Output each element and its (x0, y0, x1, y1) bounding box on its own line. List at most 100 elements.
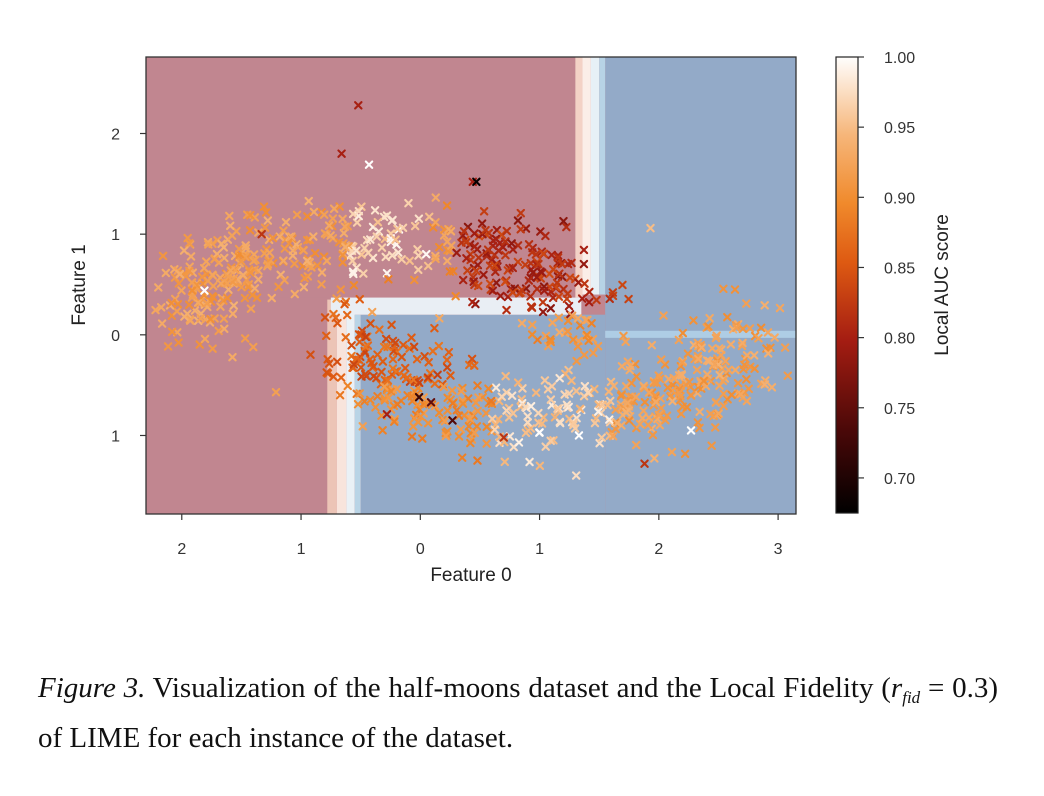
data-point (584, 336, 593, 345)
data-point (543, 385, 553, 394)
data-point (156, 303, 166, 312)
data-point (466, 438, 475, 448)
data-point (414, 214, 424, 223)
data-point (246, 268, 255, 277)
region-band-7 (354, 314, 361, 514)
x-tick-label: 2 (177, 541, 186, 558)
data-point (399, 340, 408, 350)
data-point (546, 436, 555, 446)
data-point (783, 371, 793, 380)
colorbar-tick-label: 0.85 (884, 260, 915, 277)
data-point (219, 243, 228, 252)
data-point (267, 293, 276, 303)
data-point (299, 282, 309, 292)
data-point (377, 243, 387, 252)
data-point (486, 396, 496, 406)
data-point (348, 256, 357, 266)
data-point (477, 219, 487, 228)
data-point (647, 340, 657, 350)
data-point (541, 231, 550, 241)
data-point (358, 422, 367, 431)
data-point (373, 217, 383, 227)
data-point (488, 286, 498, 295)
data-point (719, 284, 728, 294)
data-point (501, 250, 510, 260)
data-point (723, 312, 732, 322)
data-point (575, 404, 585, 414)
data-point (454, 432, 464, 441)
data-point (749, 351, 759, 360)
data-point (775, 303, 785, 313)
y-axis-title: Feature 1 (69, 244, 90, 325)
data-point (336, 285, 346, 294)
data-point (719, 389, 728, 399)
data-point (338, 250, 347, 260)
data-point (593, 341, 603, 351)
data-point (605, 415, 614, 424)
data-point (349, 269, 358, 279)
data-point (608, 288, 618, 297)
data-point (704, 356, 714, 366)
data-point (342, 310, 352, 320)
data-point (503, 266, 513, 275)
data-point (338, 214, 347, 224)
data-point (384, 275, 393, 284)
data-point (479, 207, 489, 216)
data-point (689, 340, 699, 350)
data-point (689, 316, 698, 325)
plot-frame (145, 56, 797, 515)
colorbar-ticks: 0.70 0.75 0.80 0.85 0.90 0.95 1.00 (858, 50, 915, 488)
data-point (254, 275, 263, 284)
data-point (390, 417, 399, 426)
data-point (662, 411, 672, 420)
data-point (742, 299, 751, 308)
data-point (699, 376, 709, 386)
data-point (564, 301, 574, 311)
data-point (320, 313, 330, 322)
data-point (340, 222, 350, 231)
data-point (471, 266, 481, 276)
data-point (236, 256, 246, 266)
data-point (356, 363, 366, 372)
data-point (497, 392, 507, 401)
data-point (584, 297, 594, 307)
data-point (228, 352, 237, 362)
data-point (639, 381, 648, 391)
data-point (468, 297, 477, 307)
data-point (464, 421, 474, 431)
data-point (738, 338, 747, 348)
data-point (592, 295, 601, 305)
data-point (369, 372, 378, 381)
x-tick-label: 0 (416, 541, 425, 558)
data-point (619, 331, 628, 341)
x-tick-label: 1 (535, 541, 544, 558)
data-point (265, 248, 274, 257)
data-point (241, 244, 251, 253)
data-point (639, 406, 648, 416)
colorbar-tick-label: 0.90 (884, 190, 915, 207)
data-point (413, 245, 422, 254)
data-point (535, 428, 544, 437)
data-point (491, 383, 501, 392)
data-point (553, 253, 563, 262)
colorbar-tick-label: 0.80 (884, 331, 915, 348)
data-point (249, 256, 258, 266)
data-point (428, 223, 438, 232)
data-point (678, 328, 688, 338)
data-point (303, 235, 312, 245)
data-point (580, 381, 590, 391)
data-point (397, 255, 406, 264)
data-point (569, 418, 578, 427)
data-point (744, 384, 753, 394)
data-point (538, 297, 548, 307)
scatter-points (151, 101, 793, 480)
data-point (559, 216, 568, 226)
data-point (484, 384, 493, 393)
data-point (238, 270, 248, 280)
data-point (537, 419, 547, 428)
data-point (742, 375, 751, 384)
data-point (386, 387, 396, 396)
data-point (742, 351, 752, 360)
data-point (287, 232, 296, 241)
data-point (263, 260, 273, 269)
